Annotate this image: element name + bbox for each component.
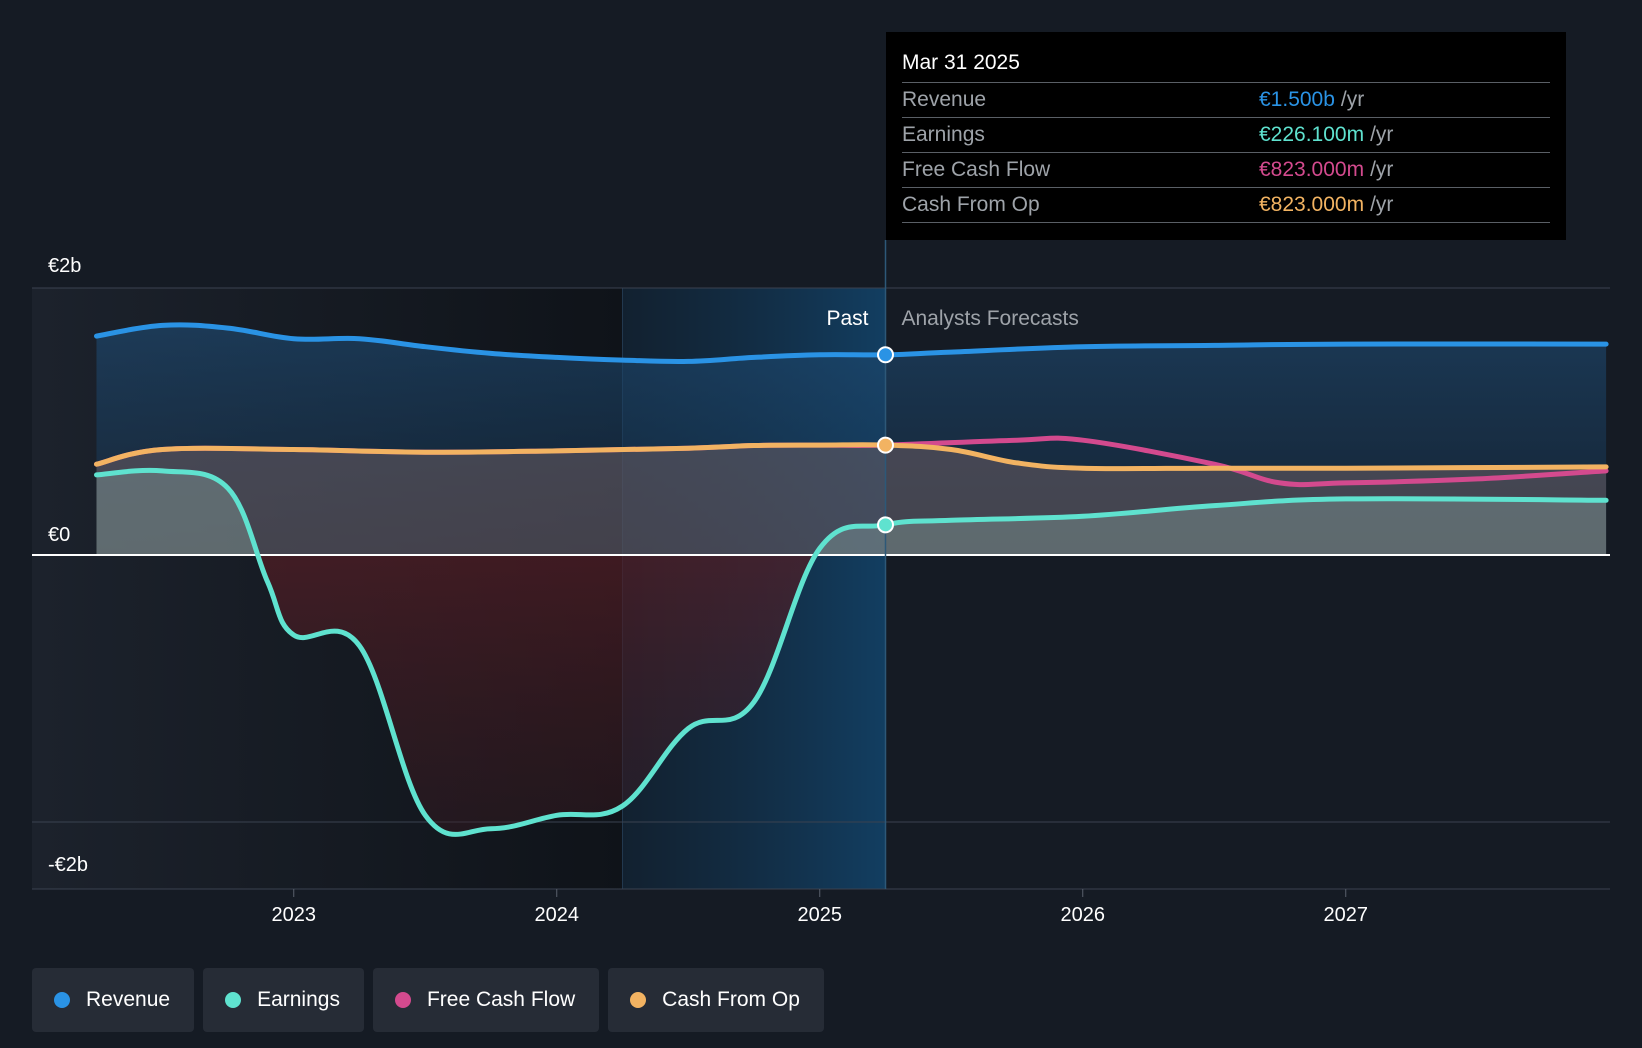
y-tick-label: -€2b xyxy=(48,854,88,876)
tooltip-value: €823.000m xyxy=(1259,193,1365,216)
tooltip-unit: /yr xyxy=(1370,123,1394,146)
earnings-dot-icon xyxy=(225,992,242,1008)
y-tick-label: €0 xyxy=(48,524,70,546)
tooltip-unit: /yr xyxy=(1370,158,1394,181)
legend-label: Cash From Op xyxy=(662,988,800,1011)
legend-label: Earnings xyxy=(257,988,340,1011)
past-label: Past xyxy=(826,307,868,330)
tooltip-value: €823.000m xyxy=(1259,158,1365,181)
tooltip-row-cash-from-op: Cash From Op €823.000m /yr xyxy=(902,188,1550,223)
x-tick-label: 2025 xyxy=(798,904,843,926)
x-tick-label: 2024 xyxy=(535,904,580,926)
legend-item-revenue[interactable]: Revenue xyxy=(32,968,195,1032)
tooltip-value: €226.100m xyxy=(1259,123,1365,146)
legend-item-cash-from-op[interactable]: Cash From Op xyxy=(608,968,824,1032)
x-tick-label: 2027 xyxy=(1324,904,1369,926)
legend-label: Revenue xyxy=(86,988,171,1011)
chart-legend: Revenue Earnings Free Cash Flow Cash Fro… xyxy=(32,968,824,1032)
tooltip-value: €1.500b xyxy=(1259,88,1335,111)
cash-from-op-line xyxy=(94,442,1609,472)
tooltip-row-revenue: Revenue €1.500b /yr xyxy=(902,83,1550,118)
cash-from-op-dot-icon xyxy=(630,992,647,1008)
tooltip-label: Cash From Op xyxy=(902,193,1040,216)
data-tooltip: Mar 31 2025 Revenue €1.500b /yr Earnings… xyxy=(886,32,1566,240)
analysts-forecasts-label: Analysts Forecasts xyxy=(902,307,1079,330)
cash-from-op-area xyxy=(96,444,1607,555)
y-tick-label: €2b xyxy=(48,255,81,277)
legend-item-earnings[interactable]: Earnings xyxy=(203,968,364,1032)
legend-label: Free Cash Flow xyxy=(426,988,576,1011)
tooltip-date: Mar 31 2025 xyxy=(902,46,1550,83)
earnings-positive-area xyxy=(96,470,1607,555)
revenue-line xyxy=(94,322,1609,365)
tooltip-row-free-cash-flow: Free Cash Flow €823.000m /yr xyxy=(902,153,1550,188)
tooltip-unit: /yr xyxy=(1340,88,1365,111)
tooltip-label: Revenue xyxy=(902,88,987,111)
x-tick-label: 2026 xyxy=(1061,904,1106,926)
earnings-line xyxy=(94,467,1609,837)
tooltip-unit: /yr xyxy=(1370,193,1394,216)
free-cash-flow-dot-icon xyxy=(394,992,411,1008)
revenue-dot-icon xyxy=(54,992,70,1008)
x-tick-label: 2023 xyxy=(272,904,317,926)
earnings-negative-area xyxy=(96,555,1607,835)
tooltip-label: Earnings xyxy=(902,123,985,146)
cash-from-op-marker xyxy=(877,436,894,454)
legend-item-free-cash-flow[interactable]: Free Cash Flow xyxy=(372,968,600,1032)
tooltip-label: Free Cash Flow xyxy=(902,158,1051,181)
earnings-marker xyxy=(877,516,894,534)
revenue-marker xyxy=(877,346,894,364)
tooltip-row-earnings: Earnings €226.100m /yr xyxy=(902,118,1550,153)
